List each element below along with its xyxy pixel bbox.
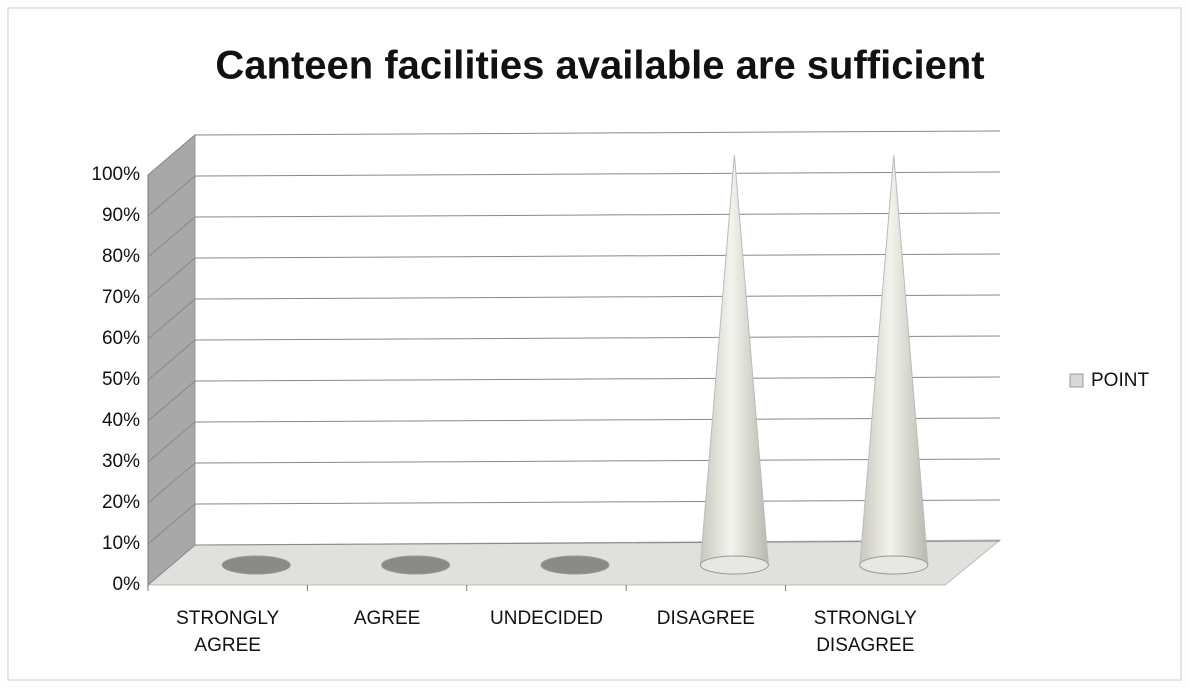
- grid-line: [194, 253, 1001, 259]
- y-tick-label: 30%: [102, 451, 140, 472]
- grid-line-side: [147, 216, 196, 258]
- grid-line-side: [147, 298, 196, 340]
- x-tick-label: AGREE: [353, 608, 421, 629]
- x-tick-label: STRONGLY DISAGREE: [813, 608, 917, 656]
- cone-base: [381, 555, 451, 575]
- legend-label: POINT: [1091, 370, 1149, 391]
- grid-line: [194, 417, 1001, 423]
- y-tick-label: 60%: [102, 328, 140, 349]
- grid-line-side: [147, 134, 196, 176]
- grid-line: [194, 335, 1001, 341]
- cone-base: [699, 555, 769, 575]
- y-tick-label: 40%: [102, 410, 140, 431]
- y-tick-label: 10%: [102, 533, 140, 554]
- grid-line-side: [147, 462, 196, 504]
- legend-swatch: [1069, 373, 1084, 388]
- grid-line-side: [147, 544, 196, 586]
- y-tick-label: 80%: [102, 246, 140, 267]
- grid-line: [194, 130, 1001, 136]
- grid-line: [194, 458, 1001, 464]
- cone-base: [540, 555, 610, 575]
- y-tick-label: 20%: [102, 492, 140, 513]
- cone-base: [859, 555, 929, 575]
- y-tick-label: 50%: [102, 369, 140, 390]
- grid-line-side: [147, 175, 196, 217]
- y-tick-label: 70%: [102, 287, 140, 308]
- grid-line-side: [147, 339, 196, 381]
- x-tick-label: STRONGLY AGREE: [176, 608, 280, 656]
- grid-line-side: [147, 421, 196, 463]
- grid-line: [194, 294, 1001, 300]
- y-tick-label: 90%: [102, 205, 140, 226]
- grid-line-side: [147, 503, 196, 545]
- cone-base: [221, 555, 291, 575]
- grid-line-side: [147, 257, 196, 299]
- grid-line: [194, 376, 1001, 382]
- y-tick-label: 100%: [91, 164, 140, 185]
- grid-line: [194, 171, 1001, 177]
- chart-title: Canteen facilities available are suffici…: [215, 44, 984, 88]
- x-tick-label: UNDECIDED: [490, 608, 603, 629]
- grid-line: [194, 212, 1001, 218]
- y-tick-label: 0%: [113, 574, 141, 595]
- grid-line-side: [147, 380, 196, 422]
- x-tick-label: DISAGREE: [656, 608, 755, 629]
